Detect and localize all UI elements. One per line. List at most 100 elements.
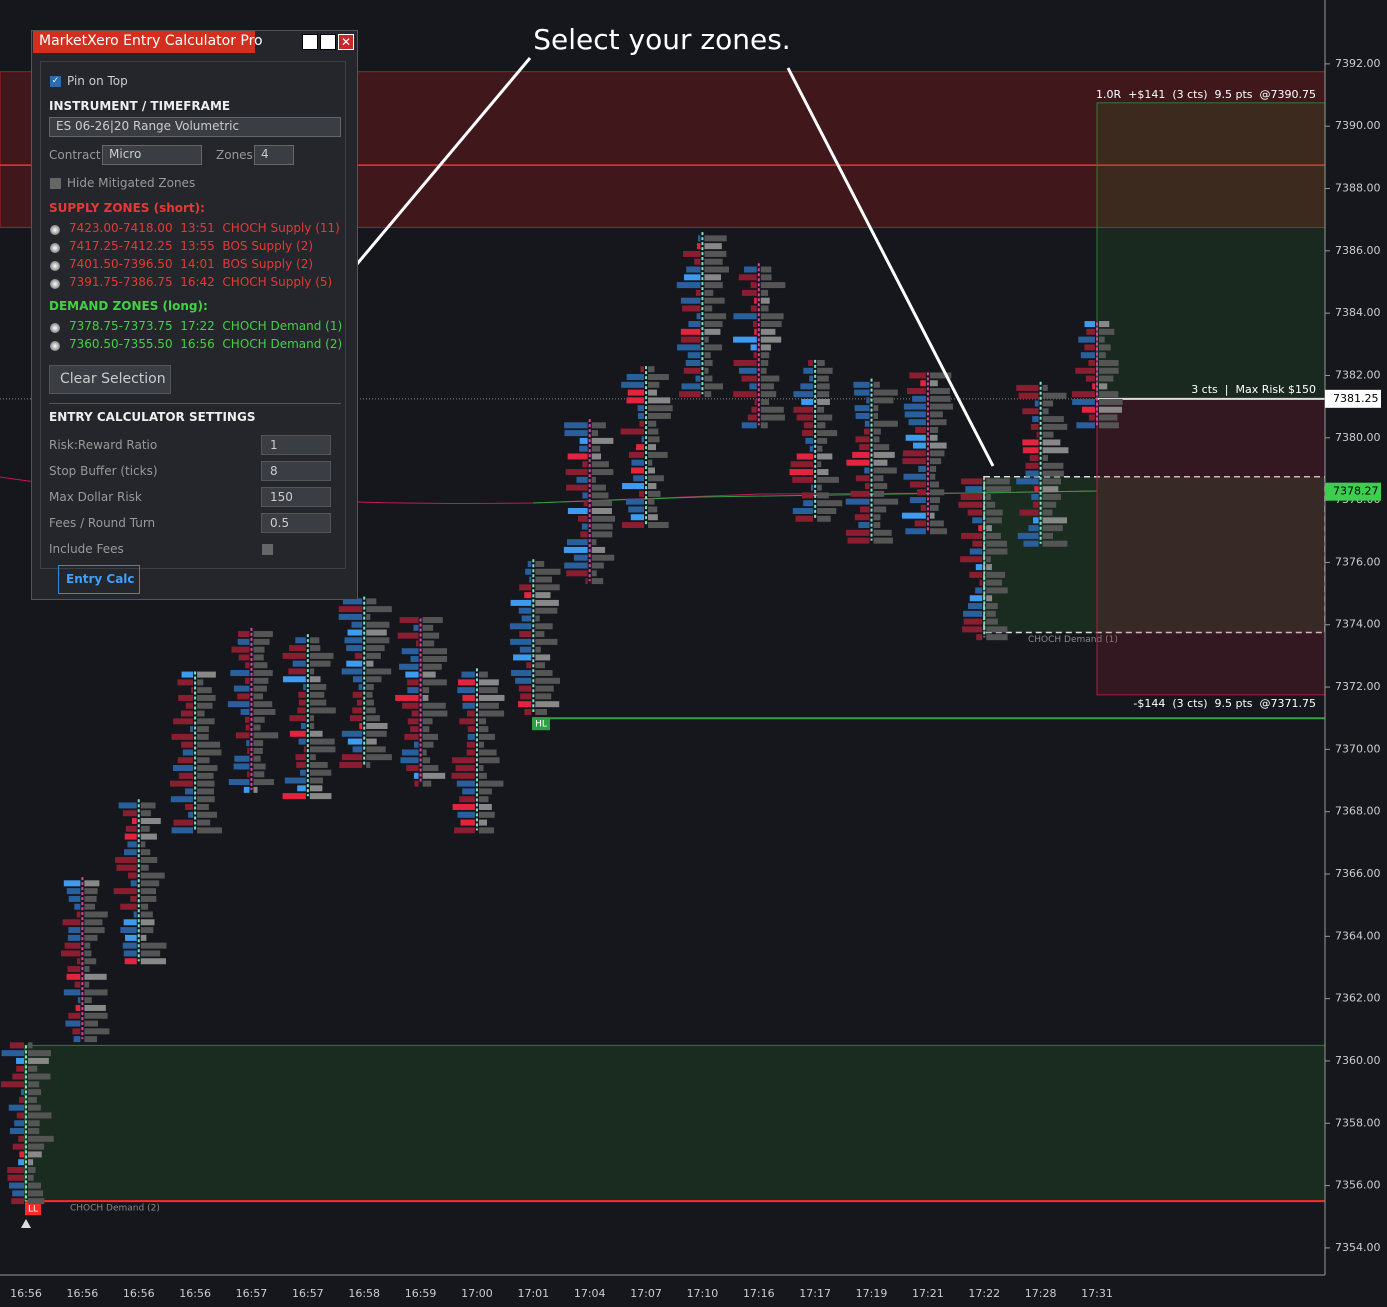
footprint-cell <box>366 652 381 659</box>
footprint-cell <box>1032 501 1039 508</box>
footprint-cell <box>84 911 108 918</box>
footprint-cell <box>478 702 499 709</box>
zone-entry[interactable]: 7378.75-7373.75 17:22 CHOCH Demand (1) <box>69 319 343 333</box>
footprint-cell <box>461 671 475 678</box>
footprint-cell <box>72 1028 81 1035</box>
footprint-cell <box>366 668 392 675</box>
footprint-cell <box>704 305 713 312</box>
clear-button[interactable]: Clear Selection <box>49 365 171 394</box>
footprint-cell <box>914 520 926 527</box>
zone-entry[interactable]: 7423.00-7418.00 13:51 CHOCH Supply (11) <box>69 221 340 235</box>
zone-entry[interactable]: 7401.50-7396.50 14:01 BOS Supply (2) <box>69 257 314 271</box>
footprint-cell <box>817 414 833 421</box>
footprint-cell <box>230 670 250 677</box>
footprint-cell <box>28 1112 52 1119</box>
setting-input[interactable]: 8 <box>261 461 331 481</box>
footprint-cell <box>244 716 250 723</box>
footprint-cell <box>1078 336 1095 343</box>
footprint-cell <box>704 359 713 366</box>
footprint-cell <box>986 603 998 610</box>
footprint-cell <box>859 444 870 451</box>
footprint-cell <box>181 671 194 678</box>
zone-entry[interactable]: 7360.50-7355.50 16:56 CHOCH Demand (2) <box>69 337 343 351</box>
setting-input[interactable]: 150 <box>261 487 331 507</box>
footprint-cell <box>683 367 701 374</box>
footprint-cell <box>295 637 306 644</box>
footprint-cell <box>191 687 194 694</box>
footprint-cell <box>173 819 194 826</box>
footprint-cell <box>929 419 947 426</box>
footprint-cell <box>366 730 387 737</box>
footprint-cell <box>591 539 597 546</box>
footprint-cell <box>591 461 609 468</box>
footprint-cell <box>84 973 107 980</box>
dropdown[interactable]: Micro <box>102 145 202 165</box>
dropdown[interactable]: 4 <box>254 145 294 165</box>
setting-input[interactable]: 1 <box>261 435 331 455</box>
footprint-cell <box>1032 416 1039 423</box>
footprint-cell <box>585 578 588 585</box>
zone-entry[interactable]: 7417.25-7412.25 13:55 BOS Supply (2) <box>69 239 314 253</box>
footprint-cell <box>177 679 194 686</box>
footprint-cell <box>903 403 926 410</box>
footprint-cell <box>410 655 419 662</box>
entry-calc-button[interactable]: Entry Calc <box>58 565 140 594</box>
footprint-cell <box>535 623 553 630</box>
maximize-button[interactable] <box>320 34 336 50</box>
checkbox[interactable]: ✓ <box>50 76 61 87</box>
footprint-cell <box>131 818 137 825</box>
footprint-cell <box>591 523 613 530</box>
footprint-cell <box>986 626 1008 633</box>
footprint-cell <box>511 670 532 677</box>
footprint-cell <box>478 679 499 686</box>
ll-label: LL <box>28 1205 38 1215</box>
footprint-cell <box>915 426 926 433</box>
footprint-cell <box>929 465 937 472</box>
footprint-cell <box>817 461 822 468</box>
footprint-cell <box>803 500 814 507</box>
divider <box>49 403 341 404</box>
footprint-cell <box>753 321 757 328</box>
x-tick-label: 16:56 <box>10 1287 42 1300</box>
footprint-cell <box>140 903 149 910</box>
footprint-cell <box>1075 367 1095 374</box>
footprint-cell <box>478 765 484 772</box>
minimize-button[interactable] <box>302 34 318 50</box>
footprint-cell <box>28 1151 42 1158</box>
footprint-cell <box>133 911 137 918</box>
setting-input[interactable]: 0.5 <box>261 513 331 533</box>
footprint-cell <box>298 691 306 698</box>
x-tick-label: 16:57 <box>236 1287 268 1300</box>
footprint-cell <box>7 1166 24 1173</box>
footprint-cell <box>253 677 269 684</box>
footprint-cell <box>929 489 945 496</box>
footprint-cell <box>688 321 701 328</box>
footprint-cell <box>19 1096 24 1103</box>
footprint-cell <box>140 895 157 902</box>
footprint-cell <box>864 467 870 474</box>
footprint-cell <box>969 548 983 555</box>
y-tick-label: 7390.00 <box>1335 119 1381 132</box>
dropdown[interactable]: ES 06-26|20 Range Volumetric <box>49 117 341 137</box>
footprint-cell <box>852 451 870 458</box>
checkbox[interactable] <box>262 544 273 555</box>
footprint-cell <box>685 359 701 366</box>
footprint-cell <box>341 730 363 737</box>
close-button[interactable]: ✕ <box>338 34 354 50</box>
footprint-cell <box>233 763 250 770</box>
footprint-cell <box>929 520 944 527</box>
footprint-cell <box>591 476 596 483</box>
checkbox[interactable] <box>50 178 61 189</box>
footprint-cell <box>564 562 588 569</box>
footprint-cell <box>704 375 713 382</box>
footprint-cell <box>76 911 81 918</box>
footprint-cell <box>399 663 419 670</box>
footprint-cell <box>422 648 448 655</box>
footprint-cell <box>648 428 659 435</box>
footprint-cell <box>84 934 98 941</box>
zone-entry[interactable]: 7391.75-7386.75 16:42 CHOCH Supply (5) <box>69 275 333 289</box>
footprint-cell <box>648 397 671 404</box>
footprint-cell <box>84 958 97 965</box>
footprint-cell <box>238 654 250 661</box>
footprint-cell <box>929 504 939 511</box>
